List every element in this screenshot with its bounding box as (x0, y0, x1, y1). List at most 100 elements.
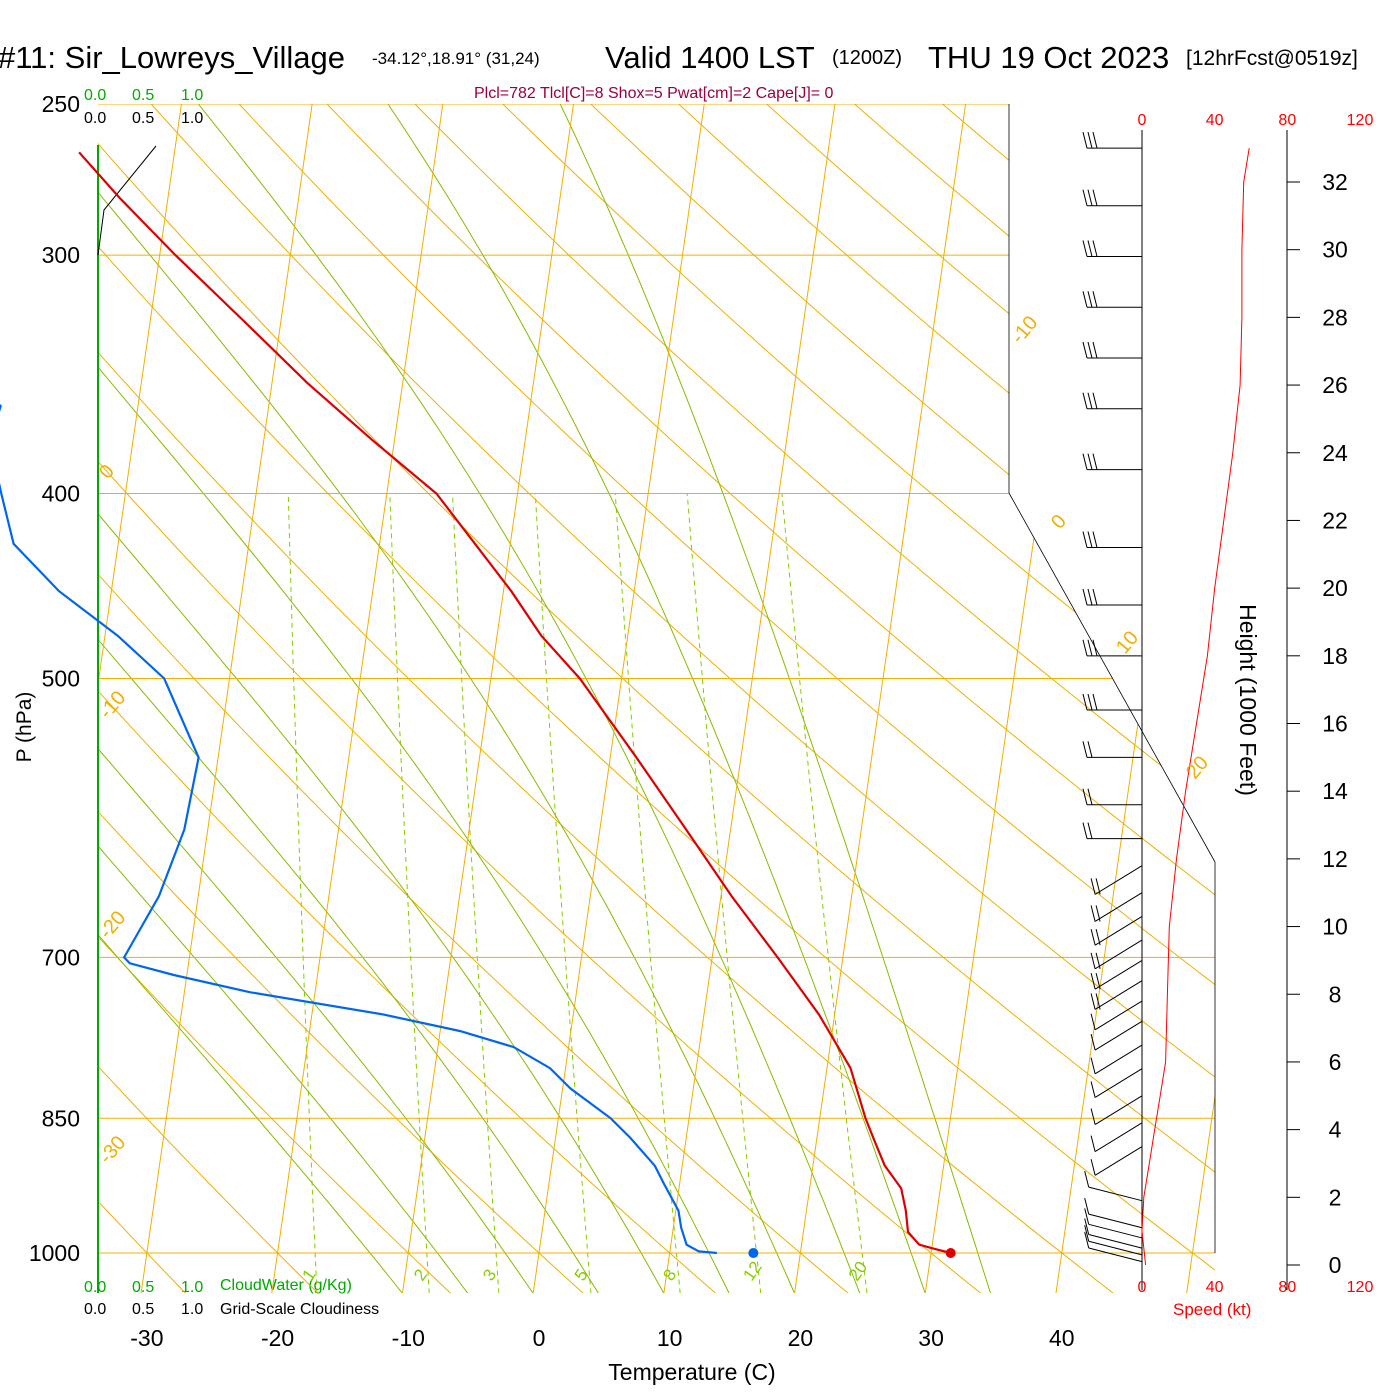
wind-barb (1090, 1095, 1143, 1125)
wind-barb-flag (1084, 1218, 1090, 1235)
speed-tick-label-top: 80 (1278, 112, 1296, 129)
wind-barb-flag (1087, 822, 1093, 839)
wind-barb (1082, 588, 1142, 606)
wind-barb (1090, 1044, 1143, 1075)
speed-tick-label-top: 40 (1206, 112, 1224, 129)
speed-tick-label-bottom: 40 (1206, 1279, 1224, 1296)
wind-barb-flag (1084, 1225, 1090, 1242)
wind-barb-flag (1082, 291, 1088, 308)
mixing-ratio-label: 5 (571, 1266, 592, 1285)
wind-barb-flag (1090, 905, 1096, 922)
cloud-scale-bottom: 0.0 0.5 1.0 CloudWater (g/Kg) 0.0 0.5 1.… (84, 1277, 379, 1318)
dry-adiabat-line (815, 104, 1215, 1293)
moist-adiabat-line (170, 104, 861, 1293)
height-tick-label: 26 (1322, 372, 1348, 398)
moist-adiabat-line (543, 104, 992, 1293)
wind-barb (1090, 1020, 1143, 1051)
wind-barb-flag (1095, 905, 1101, 922)
temperature-tick-label: 40 (1049, 1325, 1075, 1351)
wind-barb-flag (1090, 878, 1096, 895)
wind-barb (1082, 341, 1142, 359)
wind-barb-flag (1090, 1108, 1096, 1125)
wind-barb-staff (1094, 892, 1143, 922)
isotherm-label: 0 (1047, 511, 1071, 534)
height-tick-label: 20 (1322, 575, 1348, 601)
wind-barb-flag (1082, 822, 1088, 839)
forecast-date: THU 19 Oct 2023 (928, 40, 1169, 75)
wind-barb-flag (1087, 531, 1093, 548)
mixing-ratio-lines (287, 493, 868, 1293)
cloudwater-top-tick: 0.0 (84, 87, 106, 104)
wind-barb-flag (1092, 189, 1098, 206)
wind-barb-flag (1090, 1135, 1096, 1152)
isotherm-line (919, 104, 1102, 1293)
wind-barb (1084, 1170, 1143, 1202)
mixing-ratio-label: 3 (479, 1266, 500, 1285)
wind-barb (1090, 1068, 1143, 1098)
height-tick-label: 12 (1322, 846, 1348, 872)
cloud-scale-top: 0.0 0.5 1.0 0.0 0.5 1.0 (84, 87, 203, 127)
cloudwater-bottom-tick: 1.0 (181, 1279, 203, 1296)
wind-barb-flag (1092, 453, 1098, 470)
height-tick-label: 10 (1322, 914, 1348, 940)
speed-tick-label-bottom: 120 (1347, 1279, 1374, 1296)
pressure-tick-label: 700 (42, 944, 80, 970)
moist-adiabat-line (98, 104, 730, 1293)
dry-adiabat-line (120, 104, 1215, 1293)
height-tick-label: 14 (1322, 778, 1348, 804)
temperature-tick-label: 30 (918, 1325, 944, 1351)
cloudwater-top-tick: 1.0 (181, 87, 203, 104)
wind-barb-flag (1084, 1170, 1090, 1188)
isotherm-label: -30 (95, 1132, 130, 1168)
wind-barb-staff (1094, 915, 1143, 946)
wind-barb (1084, 1225, 1143, 1256)
pressure-tick-label: 500 (42, 666, 80, 692)
wind-barb-flag (1087, 392, 1093, 409)
wind-barb (1082, 741, 1142, 758)
wind-barb-flag (1095, 973, 1101, 990)
utc-time: (1200Z) (832, 47, 902, 69)
wind-barb-flag (1092, 341, 1098, 359)
wind-barb (1082, 639, 1142, 657)
wind-barb-flag (1087, 693, 1093, 711)
wind-barb (1090, 939, 1143, 970)
pressure-tick-label: 250 (42, 91, 80, 117)
temperature-tick-label: 0 (533, 1325, 546, 1351)
wind-barb-flag (1092, 693, 1098, 711)
height-tick-label: 30 (1322, 237, 1348, 263)
wind-barb (1082, 291, 1142, 308)
moist-adiabat-line (98, 104, 469, 1293)
mixing-ratio-line (781, 493, 868, 1293)
wind-barb-flag (1084, 1208, 1090, 1225)
wind-barb (1082, 132, 1142, 149)
height-tick-label: 24 (1322, 440, 1348, 466)
wind-barb-flag (1087, 741, 1093, 758)
dewpoint-surface-marker (748, 1248, 759, 1258)
temperature-profile-line (78, 151, 951, 1255)
wind-barb (1082, 189, 1142, 207)
wind-barb-flag (1092, 588, 1098, 606)
mixing-ratio-label: 8 (659, 1266, 680, 1285)
height-tick-label: 6 (1329, 1049, 1342, 1075)
wind-barb-staff (1094, 1146, 1143, 1176)
isotherm-line (788, 104, 971, 1293)
wind-barb-flag (1082, 531, 1088, 548)
wind-barb-flag (1082, 588, 1088, 606)
height-tick-label: 32 (1322, 169, 1348, 195)
wind-barb-flag (1082, 741, 1088, 758)
mixing-ratio-label: 20 (845, 1258, 871, 1284)
wind-barb (1090, 915, 1143, 946)
wind-barb-flag (1082, 392, 1088, 409)
isotherm-line (135, 104, 318, 1293)
wind-barb-staff (1094, 1068, 1143, 1098)
pressure-tick-label: 1000 (29, 1240, 80, 1266)
isotherm-label: 20 (1182, 752, 1213, 783)
wind-barb-flag (1082, 189, 1088, 206)
wind-barb-flag (1090, 993, 1096, 1010)
dry-adiabat-line (468, 104, 1215, 1293)
temperature-tick-label: -30 (130, 1325, 163, 1351)
temperature-tick-label: 10 (657, 1325, 683, 1351)
dry-adiabat-line (98, 104, 1215, 1293)
wind-barbs (1082, 132, 1143, 1263)
